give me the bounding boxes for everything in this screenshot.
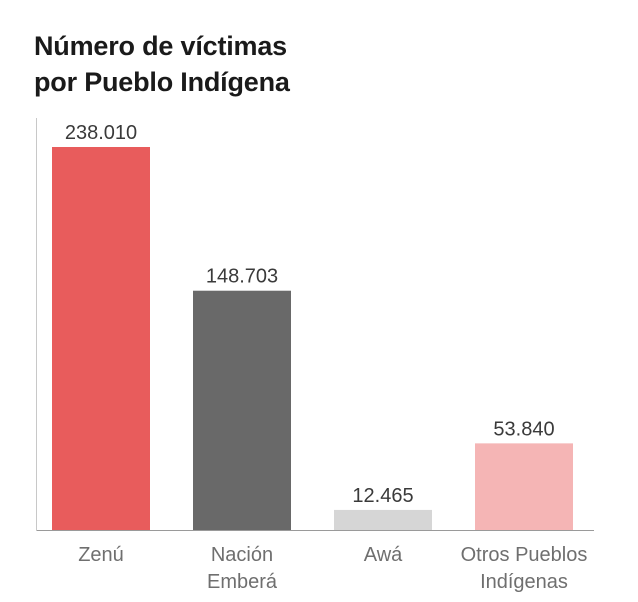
bar-4 bbox=[475, 443, 573, 530]
bar-value-label-3: 12.465 bbox=[352, 485, 413, 507]
bar-1 bbox=[52, 147, 150, 530]
category-label-1-line-1: Zenú bbox=[78, 544, 124, 566]
category-label-4-line-2: Indígenas bbox=[480, 571, 568, 593]
bar-value-label-2: 148.703 bbox=[206, 266, 278, 288]
category-label-2-line-1: Nación bbox=[211, 544, 273, 566]
chart-title-line-1: Número de víctimas bbox=[34, 31, 287, 61]
bar-3 bbox=[334, 509, 432, 530]
bar-2 bbox=[193, 290, 291, 530]
bar-value-label-1: 238.010 bbox=[65, 122, 137, 144]
category-label-3-line-1: Awá bbox=[364, 544, 403, 566]
bar-value-label-4: 53.840 bbox=[493, 418, 554, 440]
category-label-4-line-1: Otros Pueblos bbox=[461, 544, 588, 566]
chart-title: Número de víctimas por Pueblo Indígena bbox=[34, 28, 290, 100]
category-label-2-line-2: Emberá bbox=[207, 571, 278, 593]
chart-title-line-2: por Pueblo Indígena bbox=[34, 67, 290, 97]
